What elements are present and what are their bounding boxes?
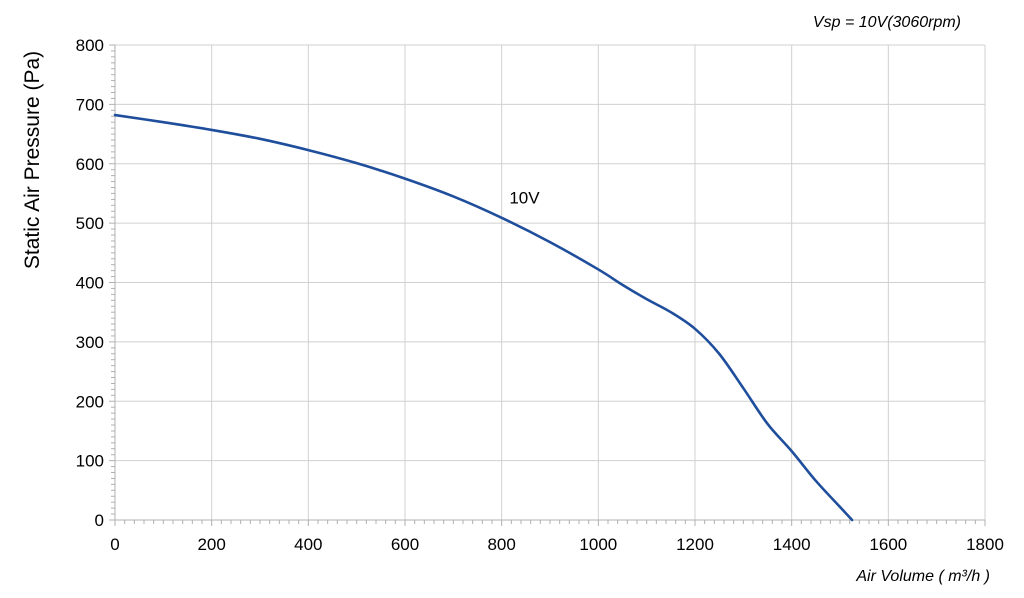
y-axis-label: Static Air Pressure (Pa) (21, 51, 44, 269)
y-tick-label: 0 (95, 511, 104, 530)
series-line-10V (113, 113, 854, 522)
x-axis-label: Air Volume ( m³/h ) (855, 568, 990, 585)
y-tick-label: 200 (76, 392, 104, 411)
y-tick-labels: 0 100 200 300 400 500 600 700 800 (76, 36, 104, 530)
y-tick-label: 400 (76, 274, 104, 293)
minor-ticks (109, 44, 986, 526)
x-tick-label: 1400 (773, 535, 811, 554)
axes (114, 45, 985, 521)
x-tick-label: 600 (391, 535, 419, 554)
y-tick-label: 300 (76, 333, 104, 352)
x-tick-label: 200 (197, 535, 225, 554)
y-tick-label: 500 (76, 214, 104, 233)
x-tick-label: 1600 (869, 535, 907, 554)
x-tick-label: 0 (110, 535, 119, 554)
x-tick-label: 1800 (966, 535, 1004, 554)
y-tick-label: 700 (76, 95, 104, 114)
series-label-10V: 10V (509, 188, 540, 207)
y-tick-label: 100 (76, 452, 104, 471)
grid-lines (115, 44, 986, 520)
y-tick-label: 800 (76, 36, 104, 55)
x-tick-label: 800 (487, 535, 515, 554)
x-tick-labels: 0 200 400 600 800 1000 1200 1400 1600 1800 (110, 535, 1004, 554)
x-tick-label: 400 (294, 535, 322, 554)
series-lines (113, 113, 854, 522)
y-tick-label: 600 (76, 155, 104, 174)
x-tick-label: 1000 (579, 535, 617, 554)
speed-annotation: Vsp = 10V(3060rpm) (813, 14, 961, 31)
series-labels: 10V (509, 188, 540, 207)
x-tick-label: 1200 (676, 535, 714, 554)
